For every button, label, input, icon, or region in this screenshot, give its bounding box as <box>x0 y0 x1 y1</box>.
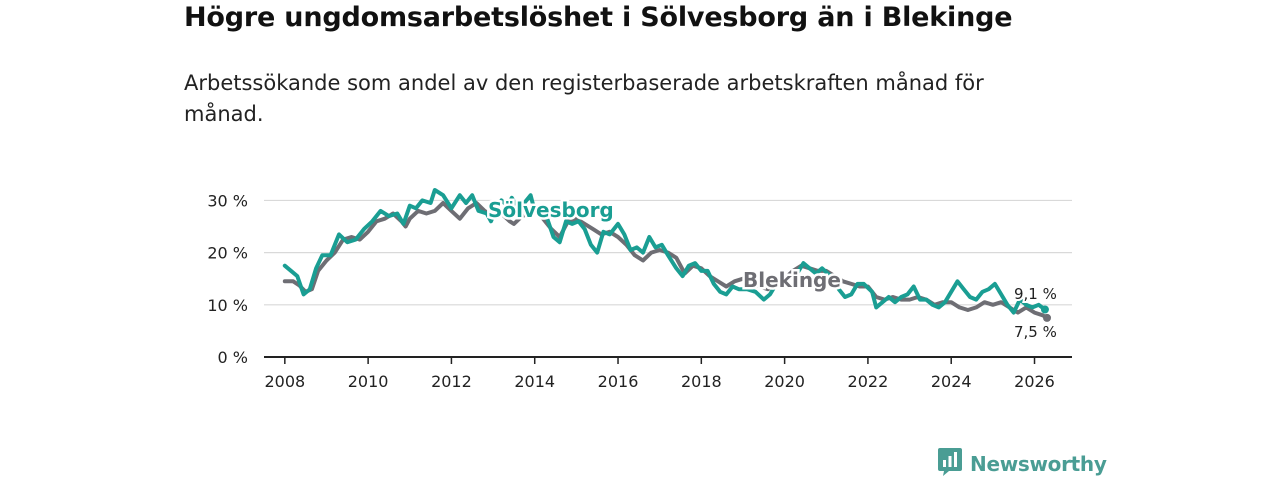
x-tick-label: 2026 <box>1014 372 1055 391</box>
series-end-point-blekinge <box>1043 313 1052 322</box>
y-tick-label: 20 % <box>207 244 248 263</box>
y-tick-label: 0 % <box>218 348 248 367</box>
y-tick-label: 10 % <box>207 296 248 315</box>
x-tick-label: 2012 <box>431 372 472 391</box>
x-tick-label: 2008 <box>264 372 305 391</box>
chart-title: Högre ungdomsarbetslöshet i Sölvesborg ä… <box>184 2 1013 33</box>
brand-name: Newsworthy <box>970 452 1107 476</box>
x-tick-label: 2020 <box>764 372 805 391</box>
x-tick-label: 2024 <box>931 372 972 391</box>
series-label-blekinge: Blekinge <box>743 268 841 292</box>
end-value-label-blekinge: 7,5 % <box>1014 323 1057 341</box>
end-value-label-solvesborg: 9,1 % <box>1014 285 1057 303</box>
series-line-solvesborg <box>282 188 1047 315</box>
x-tick-label: 2014 <box>514 372 555 391</box>
x-tick-label: 2016 <box>598 372 639 391</box>
series-label-solvesborg: Sölvesborg <box>488 198 614 222</box>
chart-subtitle: Arbetssökande som andel av den registerb… <box>184 71 984 126</box>
brand-logo[interactable]: Newsworthy <box>937 447 1107 481</box>
series-end-point-solvesborg <box>1040 305 1049 314</box>
x-tick-label: 2018 <box>681 372 722 391</box>
y-tick-label: 30 % <box>207 191 248 210</box>
bar-chart-logo-icon <box>937 447 963 481</box>
x-tick-label: 2010 <box>348 372 389 391</box>
x-tick-label: 2022 <box>848 372 889 391</box>
